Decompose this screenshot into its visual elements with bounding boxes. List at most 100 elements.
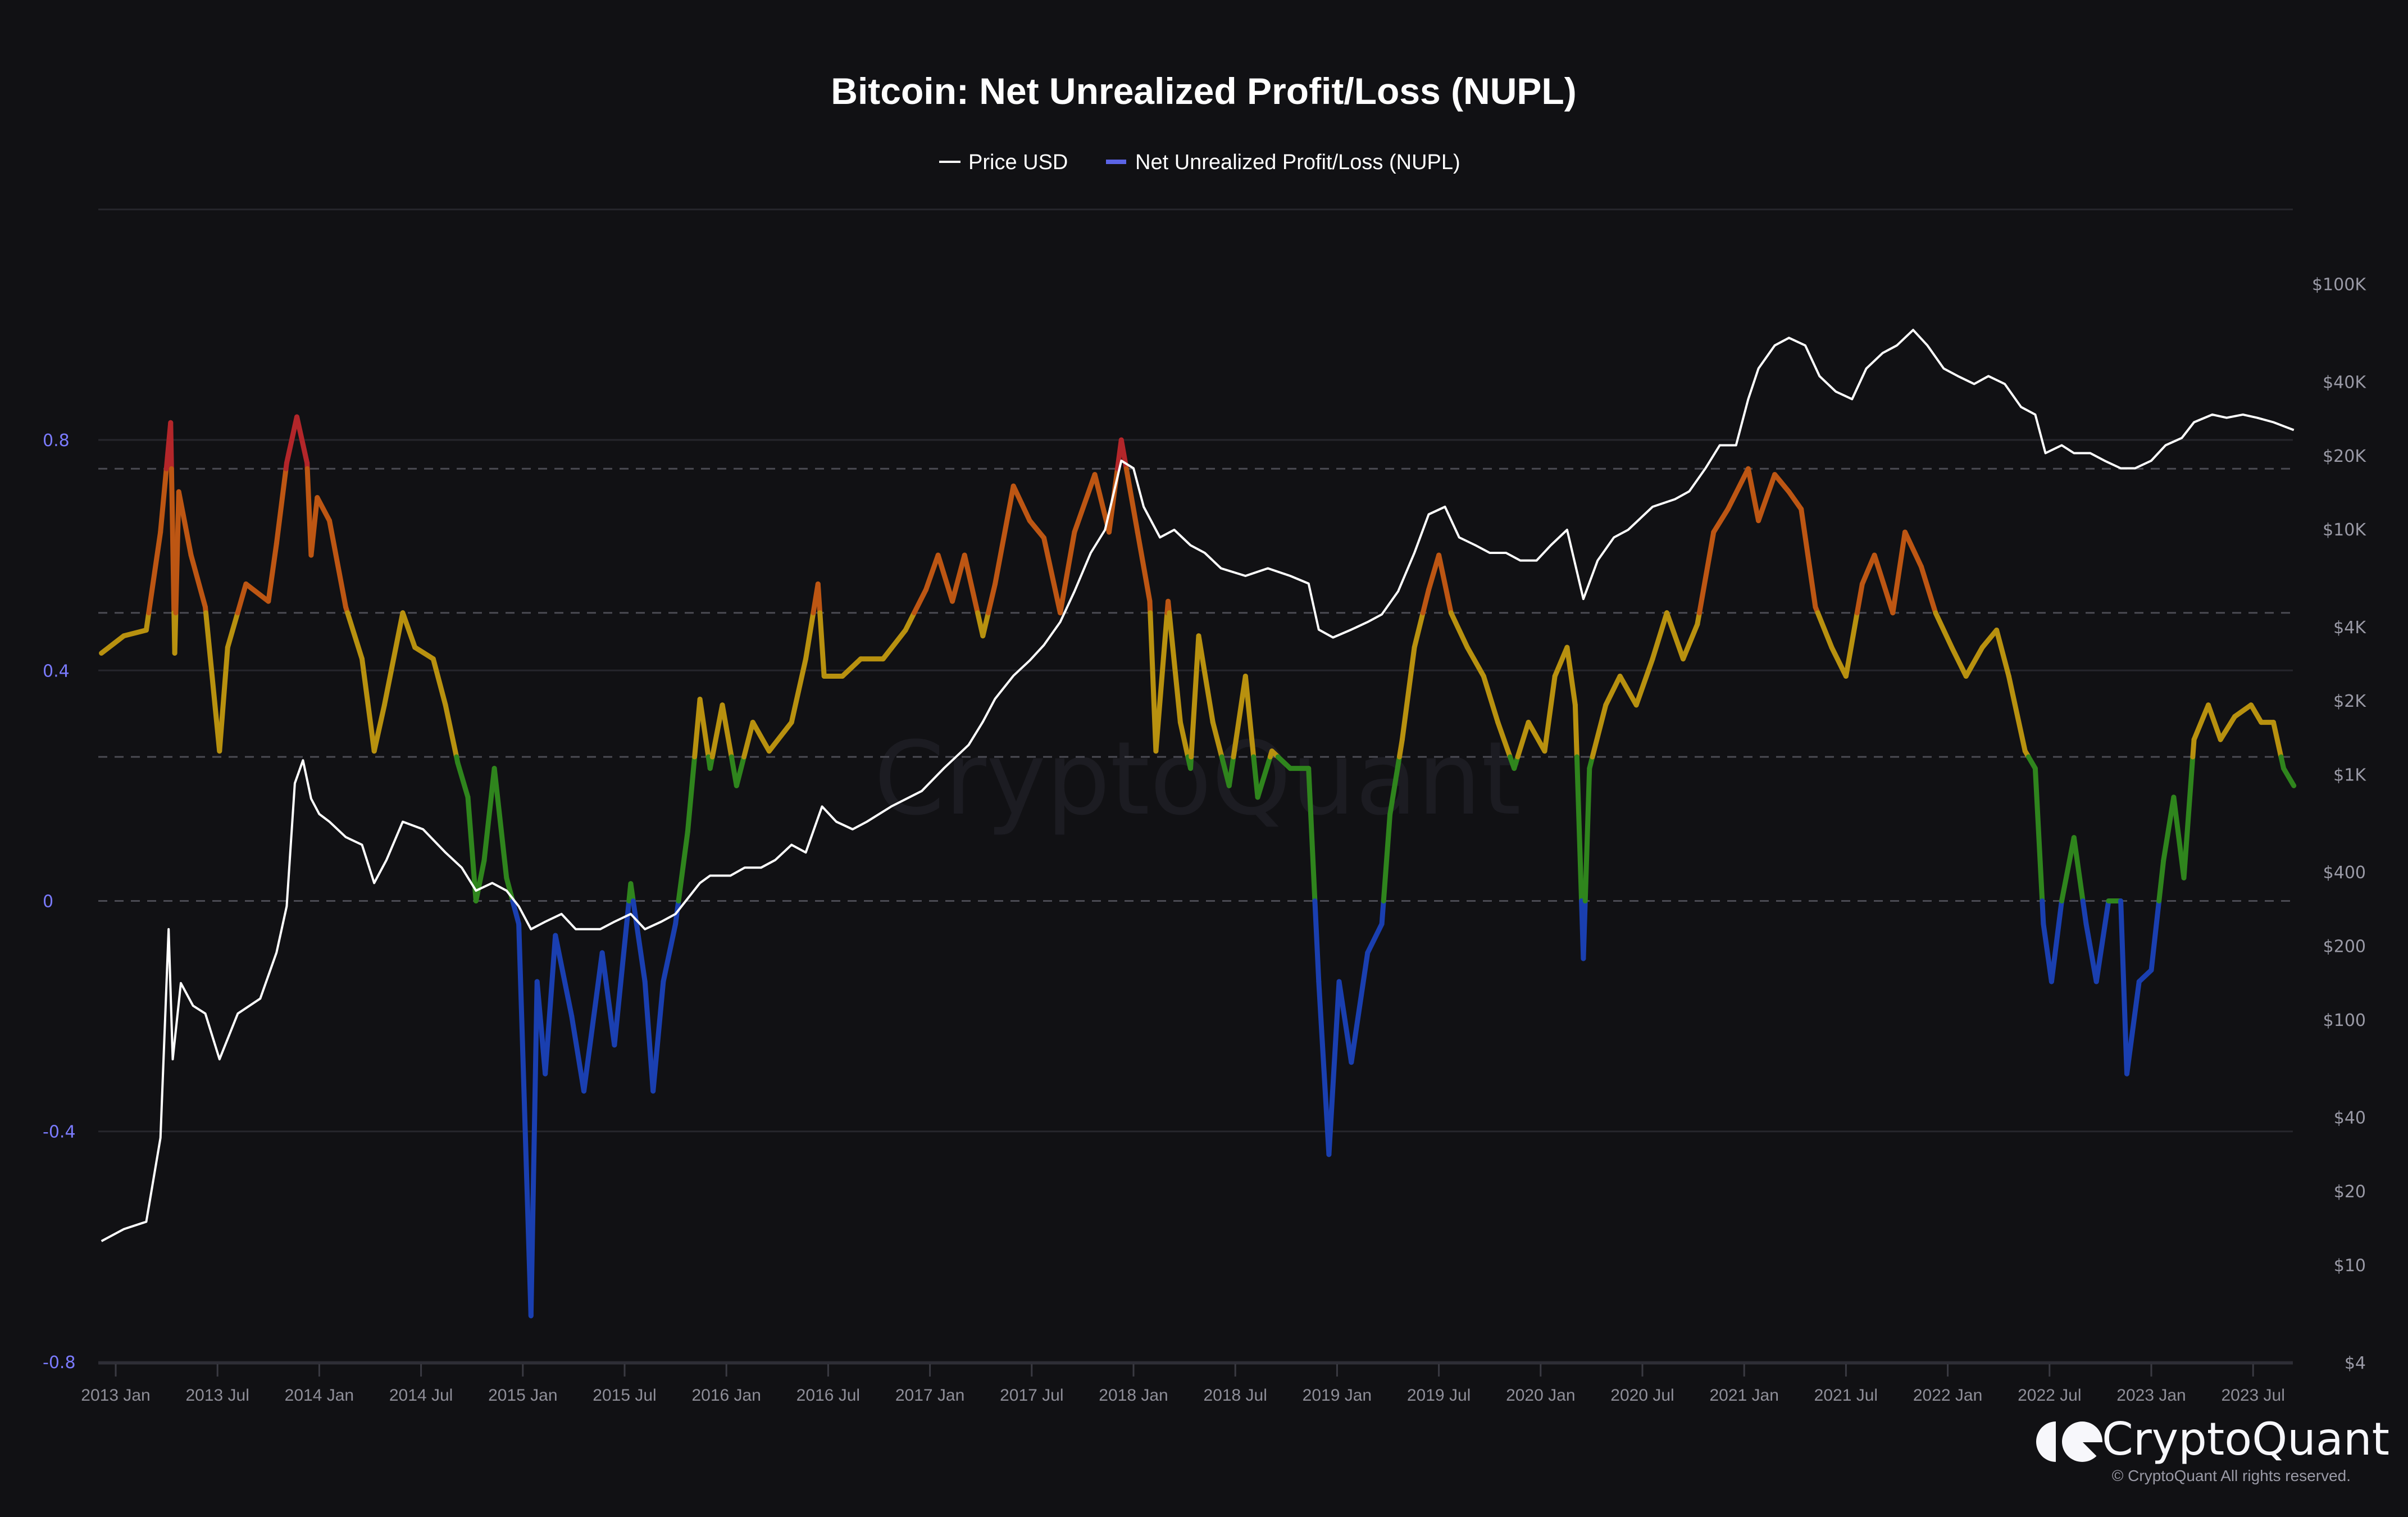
y-right-tick-label: $100K <box>2312 275 2366 295</box>
nupl-segment <box>993 483 1016 587</box>
nupl-segment <box>1933 610 1955 650</box>
nupl-segment <box>1711 506 1731 535</box>
legend-label-nupl: Net Unrealized Profit/Loss (NUPL) <box>1135 151 1460 174</box>
nupl-segment <box>2156 858 2166 903</box>
nupl-segment <box>1251 754 1260 800</box>
legend-item-nupl[interactable]: Net Unrealized Profit/Loss (NUPL) <box>1106 151 1460 174</box>
y-left-tick-label: -0.4 <box>43 1123 76 1142</box>
nupl-segment <box>1725 466 1751 512</box>
y-right-tick-label: $100 <box>2323 1011 2366 1030</box>
nupl-segment <box>1189 633 1201 760</box>
nupl-segment <box>327 518 348 610</box>
nupl-segment <box>766 720 794 754</box>
nupl-segment <box>880 628 908 662</box>
legend-item-price[interactable]: Price USD <box>939 151 1068 174</box>
nupl-segment <box>235 581 249 616</box>
y-right-tick-label: $4K <box>2333 618 2366 638</box>
nupl-segment <box>817 610 827 679</box>
nupl-segment <box>2049 898 2064 984</box>
nupl-segment <box>188 552 208 610</box>
nupl-segment <box>528 979 540 1319</box>
nupl-segment <box>1552 644 1570 679</box>
y-right-tick-label: $4 <box>2345 1354 2366 1373</box>
nupl-segment <box>1681 621 1700 662</box>
nupl-segment <box>284 414 299 466</box>
nupl-segment <box>491 766 509 880</box>
x-tick-label: 2021 Jul <box>1814 1386 1878 1405</box>
nupl-segment <box>1799 506 1818 610</box>
chart-title: Bitcoin: Net Unrealized Profit/Loss (NUP… <box>831 70 1576 112</box>
nupl-segment <box>1072 472 1098 535</box>
x-tick-label: 2014 Jul <box>389 1386 453 1405</box>
legend: Price USD Net Unrealized Profit/Loss (NU… <box>939 151 1460 174</box>
y-axis-right: $100K $40K $20K $10K $4K $2K $1K $400 $200 $100 $4… <box>2312 275 2366 1373</box>
nupl-segment <box>1196 633 1216 725</box>
nupl-segment <box>400 610 418 650</box>
copyright: © CryptoQuant All rights reserved. <box>2112 1467 2351 1484</box>
nupl-segment <box>1426 552 1442 593</box>
cryptoquant-logo: CryptoQuant <box>2036 1413 2389 1465</box>
nupl-segment <box>146 529 163 616</box>
nupl-segment <box>1979 628 2000 650</box>
nupl-segment <box>1603 674 1623 708</box>
x-tick-label: 2019 Jan <box>1303 1386 1372 1405</box>
nupl-segment <box>2093 898 2111 984</box>
nupl-segment <box>1148 610 1159 754</box>
y-right-tick-label: $40 <box>2334 1109 2366 1128</box>
nupl-segment <box>2083 921 2099 984</box>
nupl-segment <box>1379 898 1386 926</box>
nupl-segment <box>465 794 479 903</box>
x-tick-label: 2016 Jan <box>691 1386 761 1405</box>
nupl-segment <box>2181 754 2196 880</box>
nupl-segment <box>1919 564 1938 616</box>
nupl-segment <box>1854 581 1865 616</box>
nupl-segment <box>2248 702 2264 725</box>
y-left-tick-label: 0.8 <box>43 431 70 451</box>
x-tick-label: 2021 Jan <box>1709 1386 1778 1405</box>
x-tick-label: 2020 Jul <box>1610 1386 1674 1405</box>
nupl-segment <box>1242 674 1257 760</box>
nupl-segment <box>1336 979 1354 1065</box>
nupl-segment <box>1843 610 1860 679</box>
y-right-tick-label: $400 <box>2323 863 2366 883</box>
nupl-segment <box>2218 714 2238 742</box>
nupl-segment <box>1381 812 1393 903</box>
nupl-segment <box>1745 466 1761 524</box>
nupl-segment <box>2040 898 2046 926</box>
y-right-tick-label: $20K <box>2323 447 2366 466</box>
nupl-segment <box>661 921 679 984</box>
nupl-segment <box>1495 720 1513 760</box>
nupl-segment <box>569 1014 586 1094</box>
nupl-segment <box>1210 720 1225 760</box>
nupl-segment <box>225 610 240 650</box>
nupl-segment <box>168 420 174 471</box>
nupl-segment <box>1153 610 1170 754</box>
nupl-segment <box>169 466 177 616</box>
x-tick-label: 2022 Jan <box>1913 1386 1982 1405</box>
nupl-segment <box>789 656 808 725</box>
nupl-segment <box>371 702 387 754</box>
nupl-segment <box>1590 702 1609 760</box>
nupl-segment <box>2281 766 2297 788</box>
nupl-segment <box>581 950 605 1094</box>
nupl-segment <box>1010 483 1032 524</box>
x-tick-label: 2022 Jul <box>2018 1386 2081 1405</box>
nupl-segment <box>1786 489 1804 512</box>
cryptoquant-logo-text: CryptoQuant <box>2102 1413 2389 1465</box>
nupl-segment <box>1365 921 1385 956</box>
nupl-segment <box>650 979 666 1094</box>
y-right-tick-label: $10K <box>2323 520 2366 540</box>
nupl-segment <box>1581 898 1588 961</box>
nupl-segment <box>1756 472 1778 524</box>
x-tick-label: 2015 Jul <box>593 1386 656 1405</box>
nupl-segment <box>481 766 497 864</box>
nupl-segment <box>986 581 998 616</box>
nupl-segment <box>381 610 406 708</box>
nupl-segment <box>1574 754 1585 903</box>
nupl-segment <box>2190 737 2197 760</box>
nupl-segment <box>1815 610 1835 650</box>
cryptoquant-logo-icon <box>2036 1421 2104 1464</box>
nupl-segment <box>1872 552 1896 616</box>
y-right-tick-label: $40K <box>2323 373 2366 392</box>
